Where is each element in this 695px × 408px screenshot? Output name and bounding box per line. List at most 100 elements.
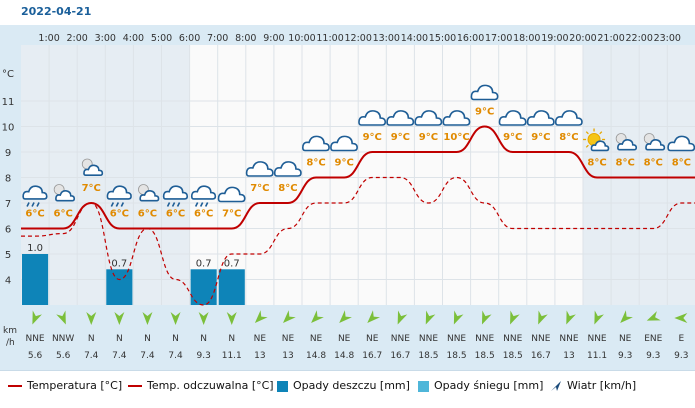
temperature-label: 7°C <box>250 183 269 194</box>
wind-direction: NE <box>338 334 351 344</box>
legend-feels-like: Temp. odczuwalna [°C] <box>128 379 274 392</box>
wind-arrow-icon <box>566 310 576 325</box>
legend-temperature-label: Temperatura [°C] <box>27 379 123 392</box>
legend-feels-like-swatch <box>128 385 142 387</box>
wind-speed: 7.4 <box>112 351 127 361</box>
x-tick-label: 19:00 <box>541 33 568 44</box>
y-axis: 4 5 6 7 8 9 10 11 <box>2 97 15 287</box>
legend-rain: Opady deszczu [mm] <box>277 379 410 392</box>
wind-arrow-icon <box>339 310 352 323</box>
wind-direction: NE <box>619 334 632 344</box>
rain-bars: 1.0 0.7 0.7 0.7 <box>22 243 245 305</box>
temperature-line <box>20 125 695 230</box>
rain-drop <box>36 202 40 207</box>
wind-arrow-icon <box>646 311 661 321</box>
cloud-shape <box>55 190 76 202</box>
legend-rain-label: Opady deszczu [mm] <box>293 379 410 392</box>
rain-bar <box>22 254 49 305</box>
temperature-label: 8°C <box>278 183 297 194</box>
x-tick-label: 10:00 <box>288 33 315 44</box>
wind-direction: NNE <box>503 334 522 344</box>
wind-arrow-icon <box>594 310 604 325</box>
temperature-label: 9°C <box>335 158 354 169</box>
wind-arrow-shape <box>198 312 209 325</box>
cloud-shape <box>667 135 695 152</box>
temperature-label: 7°C <box>82 183 101 194</box>
rain-bar <box>190 269 217 305</box>
cloud-icon <box>273 161 302 177</box>
wind-arrow-shape <box>397 310 408 325</box>
wind-arrow-shape <box>56 310 66 325</box>
wind-direction: ENE <box>644 334 662 344</box>
wind-direction: N <box>200 334 207 344</box>
rain-drop <box>31 202 35 207</box>
wind-direction: N <box>144 334 151 344</box>
wind-direction: NNE <box>391 334 410 344</box>
wind-direction: NNE <box>475 334 494 344</box>
legend-wind-label: Wiatr [km/h] <box>567 379 637 392</box>
cloud-icon <box>217 186 246 203</box>
left-axis-band <box>0 25 21 370</box>
x-tick-label: 14:00 <box>401 33 428 44</box>
rain-drop <box>204 202 209 207</box>
wind-speed: 13 <box>254 351 265 361</box>
wind-direction: NNE <box>447 334 466 344</box>
cloud-shape <box>554 110 583 126</box>
cloud-shape <box>330 135 358 152</box>
wind-direction: N <box>88 334 95 344</box>
cloud-rain-icon <box>106 185 132 207</box>
temperature-label: 6°C <box>194 209 213 220</box>
wind-direction: NE <box>310 334 323 344</box>
cloud-shape <box>302 135 330 152</box>
temperature-label: 7°C <box>222 209 241 220</box>
cloud-shape <box>22 185 48 200</box>
legend-temperature-swatch <box>8 385 22 387</box>
wind-arrow-shape <box>481 310 492 325</box>
temperature-label: 6°C <box>25 209 44 220</box>
y-tick-label: 9 <box>5 148 11 159</box>
cloud-rain-icon <box>22 185 48 207</box>
temperature-label: 8°C <box>616 158 635 169</box>
rain-drop <box>26 202 30 207</box>
cloud-icon <box>358 110 387 126</box>
temperature-label: 6°C <box>138 209 157 220</box>
wind-speed: 14.8 <box>334 351 354 361</box>
cloud-shape <box>470 84 499 101</box>
wind-speed: 13 <box>282 351 293 361</box>
wind-speed: 18.5 <box>503 351 523 361</box>
wind-arrow-shape <box>453 310 464 325</box>
x-tick-label: 4:00 <box>123 33 144 44</box>
wind-row: NNE 5.6 NNW 5.6 N 7.4 N 7.4 N 7.4 N 7.4 N 9.3 N 11.1 NE 1… <box>25 310 689 361</box>
x-tick-label: 16:00 <box>457 33 484 44</box>
wind-speed: 14.8 <box>306 351 326 361</box>
cloud-icon <box>442 110 471 126</box>
wind-unit-h: /h <box>6 338 15 348</box>
cloud-shape <box>139 190 160 202</box>
rain-drop <box>166 202 171 207</box>
x-tick-label: 17:00 <box>485 33 512 44</box>
cloud-moon-icon <box>615 133 638 151</box>
cloud-shape <box>217 186 246 203</box>
wind-direction: E <box>679 334 685 344</box>
cloud-shape <box>590 140 610 152</box>
x-tick-label: 1:00 <box>38 33 59 44</box>
x-tick-label: 3:00 <box>95 33 116 44</box>
legend-feels-like-label: Temp. odczuwalna [°C] <box>147 379 274 392</box>
wind-arrow-shape <box>254 310 268 323</box>
cloud-icon <box>667 135 695 152</box>
cloud-icon <box>526 110 555 126</box>
y-tick-label: 7 <box>5 199 11 210</box>
wind-arrow-icon <box>254 310 268 323</box>
temperature-label: 6°C <box>166 209 185 220</box>
wind-arrow-icon <box>425 310 436 325</box>
wind-arrow-icon <box>198 312 209 325</box>
cloud-icon <box>386 110 415 126</box>
wind-direction: NNE <box>419 334 438 344</box>
x-tick-label: 7:00 <box>207 33 228 44</box>
cloud-shape <box>190 185 217 200</box>
temperature-label: 9°C <box>475 107 494 118</box>
y-tick-label: 6 <box>5 225 11 236</box>
series-lines <box>20 125 695 306</box>
wind-arrow-icon <box>32 310 42 325</box>
wind-arrow-icon <box>114 312 125 325</box>
